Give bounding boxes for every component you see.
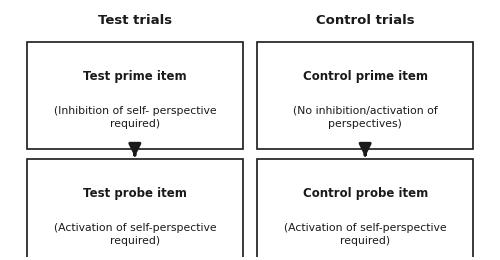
- Text: Control probe item: Control probe item: [302, 187, 428, 200]
- FancyBboxPatch shape: [258, 159, 473, 260]
- Text: Test probe item: Test probe item: [83, 187, 187, 200]
- Text: Test prime item: Test prime item: [83, 70, 186, 83]
- Text: (No inhibition/activation of
perspectives): (No inhibition/activation of perspective…: [293, 106, 438, 129]
- FancyBboxPatch shape: [27, 42, 242, 149]
- Text: (Inhibition of self- perspective
required): (Inhibition of self- perspective require…: [54, 106, 216, 129]
- Text: Control trials: Control trials: [316, 14, 414, 27]
- Text: Control prime item: Control prime item: [302, 70, 428, 83]
- FancyBboxPatch shape: [27, 159, 242, 260]
- Text: (Activation of self-perspective
required): (Activation of self-perspective required…: [54, 223, 216, 246]
- Text: Test trials: Test trials: [98, 14, 172, 27]
- FancyBboxPatch shape: [258, 42, 473, 149]
- Text: (Activation of self-perspective
required): (Activation of self-perspective required…: [284, 223, 446, 246]
